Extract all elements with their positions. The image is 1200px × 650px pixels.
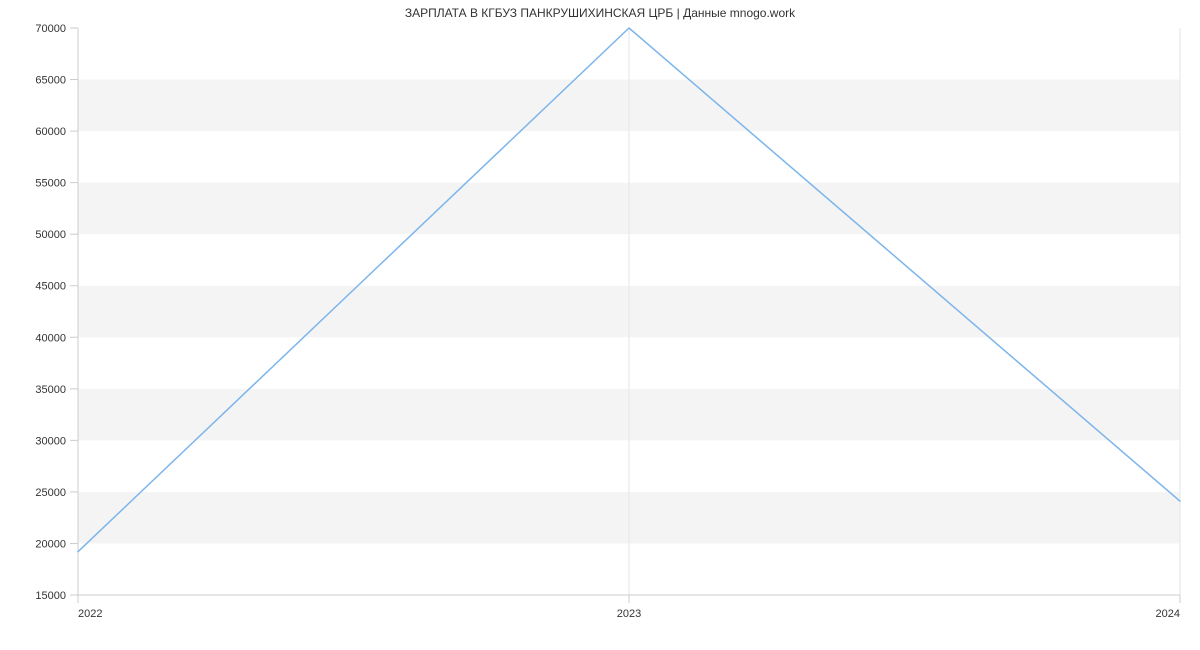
y-tick-label: 55000	[35, 178, 66, 190]
y-tick-label: 45000	[35, 281, 66, 293]
x-tick-label: 2022	[78, 608, 102, 620]
salary-line-chart: ЗАРПЛАТА В КГБУЗ ПАНКРУШИХИНСКАЯ ЦРБ | Д…	[0, 0, 1200, 650]
x-tick-label: 2023	[617, 608, 641, 620]
y-tick-label: 70000	[35, 23, 66, 35]
y-tick-label: 60000	[35, 126, 66, 138]
chart-svg: 15000 20000 25000 30000 35000 40000 45000 50000…	[0, 0, 1200, 650]
y-tick-label: 65000	[35, 75, 66, 87]
y-tick-label: 25000	[35, 487, 66, 499]
x-tick-label: 2024	[1156, 608, 1180, 620]
y-tick-label: 50000	[35, 229, 66, 241]
y-tick-label: 35000	[35, 384, 66, 396]
y-tick-label: 40000	[35, 332, 66, 344]
y-tick-label: 15000	[35, 590, 66, 602]
y-tick-label: 20000	[35, 538, 66, 550]
y-tick-label: 30000	[35, 435, 66, 447]
